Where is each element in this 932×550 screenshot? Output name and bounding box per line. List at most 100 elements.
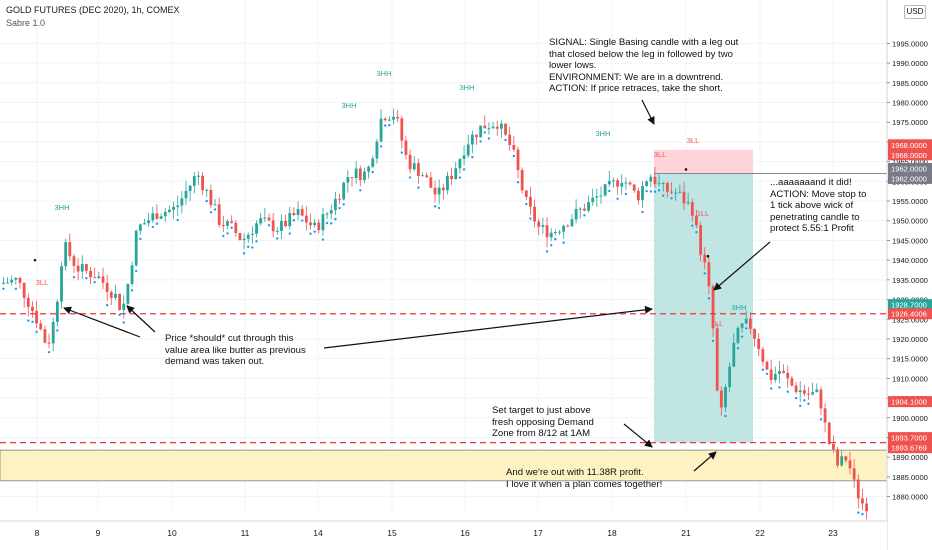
candle-body: [134, 230, 138, 266]
candle-body: [358, 168, 362, 181]
candle-159: [661, 182, 665, 192]
candle-132: [549, 228, 553, 242]
candle-86: [358, 165, 362, 187]
candle-body: [51, 321, 55, 344]
candle-body: [213, 204, 217, 206]
signal-dot: [209, 211, 213, 214]
signal-dot: [458, 176, 462, 179]
candle-5: [22, 282, 26, 308]
candle-6: [26, 293, 30, 317]
currency-button[interactable]: USD: [904, 5, 926, 19]
signal-dot: [213, 208, 217, 211]
candle-37: [155, 204, 159, 220]
candle-body: [155, 213, 159, 219]
candle-0: [2, 276, 5, 285]
candle-body: [242, 238, 246, 241]
candle-73: [304, 206, 308, 231]
arrow-6: [693, 451, 717, 472]
candle-169: [703, 247, 707, 270]
candle-body: [624, 182, 628, 184]
candle-body: [695, 215, 698, 226]
signal-dot: [105, 303, 109, 307]
signal-dot: [85, 276, 88, 280]
candle-91: [379, 108, 383, 143]
candle-102: [425, 172, 429, 178]
candle-146: [607, 170, 611, 187]
price-label-6: 1904.1000: [888, 396, 932, 408]
candle-28: [118, 293, 121, 311]
candle-body: [421, 175, 424, 177]
candle-56: [234, 220, 238, 238]
candle-55: [230, 215, 234, 224]
candle-114: [475, 134, 478, 145]
candle-body: [246, 234, 250, 239]
candle-192: [798, 380, 802, 402]
candle-162: [674, 188, 678, 201]
y-tick-label: 1935.0000: [892, 276, 928, 285]
signal-dot: [247, 245, 250, 249]
candle-body: [848, 460, 852, 469]
signal-dot: [479, 140, 482, 143]
candle-32: [134, 229, 138, 268]
x-tick-label: 16: [460, 528, 470, 538]
signal-dot: [653, 190, 657, 193]
signal-label: 3HH: [731, 303, 746, 312]
signal-dot: [525, 202, 528, 206]
y-tick-label: 1985.0000: [892, 79, 928, 88]
candle-body: [383, 118, 387, 121]
candle-1: [6, 277, 9, 284]
candle-body: [553, 232, 557, 234]
signal-dot: [670, 197, 673, 200]
signal-dot: [794, 396, 798, 400]
candle-20: [85, 263, 88, 275]
candle-body: [68, 242, 72, 257]
candle-40: [168, 205, 171, 214]
candle-145: [603, 184, 607, 197]
arrow-4: [713, 241, 771, 291]
price-label-bg: [888, 299, 932, 311]
signal-dot: [342, 203, 345, 206]
candle-197: [819, 386, 823, 416]
candle-body: [790, 378, 794, 386]
candle-49: [205, 188, 209, 198]
arrow-0: [63, 306, 141, 338]
candle-41: [172, 201, 175, 220]
candle-39: [163, 208, 167, 222]
candle-body: [840, 456, 844, 466]
candle-body: [524, 190, 528, 197]
candle-body: [188, 185, 192, 191]
signal-dot: [155, 222, 159, 225]
y-tick-label: 1880.0000: [892, 493, 928, 502]
candle-125: [520, 167, 524, 194]
signal-dot: [695, 230, 698, 234]
candle-2: [10, 275, 14, 286]
candle-34: [143, 218, 146, 225]
candle-165: [686, 192, 690, 206]
candle-155: [645, 180, 649, 188]
candle-body: [221, 224, 225, 226]
signal-dot: [400, 151, 403, 154]
candle-104: [433, 180, 437, 203]
candle-body: [367, 166, 370, 172]
candle-body: [39, 323, 43, 330]
candle-body: [275, 230, 279, 232]
candle-84: [350, 177, 354, 187]
candle-body: [761, 349, 765, 362]
candle-body: [60, 266, 63, 302]
candle-122: [508, 126, 512, 151]
candle-44: [184, 180, 188, 205]
candle-body: [230, 221, 234, 223]
candle-body: [271, 220, 275, 232]
y-tick-label: 1940.0000: [892, 256, 928, 265]
candle-body: [736, 327, 740, 343]
candle-body: [259, 218, 263, 224]
candle-body: [612, 180, 615, 182]
candle-body: [454, 168, 458, 179]
candle-107: [446, 171, 449, 195]
price-label-text: 1962.0000: [891, 174, 927, 183]
candle-188: [782, 364, 785, 374]
candle-4: [18, 276, 22, 289]
signal-dot: [130, 289, 134, 292]
candle-177: [736, 326, 740, 345]
